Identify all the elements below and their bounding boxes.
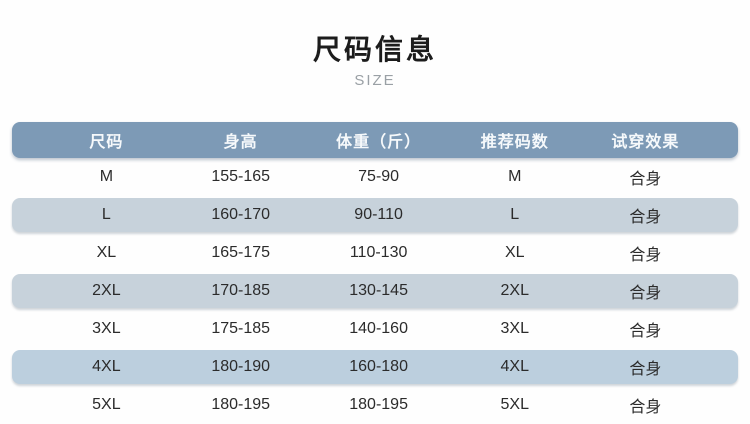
table-row-4xl: 4XL 180-190 160-180 4XL 合身 bbox=[12, 350, 738, 384]
recommended-size-cell: 2XL bbox=[500, 282, 529, 299]
table-row-2xl: 2XL 170-185 130-145 2XL 合身 bbox=[12, 274, 738, 308]
recommended-size-cell: M bbox=[508, 168, 522, 185]
column-header-fit: 试穿效果 bbox=[611, 134, 680, 151]
fit-cell: 合身 bbox=[629, 323, 662, 340]
height-cell: 175-185 bbox=[211, 320, 271, 337]
page-title: 尺码信息 bbox=[312, 34, 437, 65]
weight-cell: 160-180 bbox=[349, 358, 408, 375]
column-header-height: 身高 bbox=[223, 134, 258, 151]
height-cell: 170-185 bbox=[211, 282, 271, 299]
table-row-5xl: 5XL 180-195 180-195 5XL 合身 bbox=[12, 386, 738, 424]
weight-cell: 180-195 bbox=[349, 396, 408, 413]
page-subtitle: SIZE bbox=[354, 71, 396, 89]
height-cell: 160-170 bbox=[211, 206, 271, 223]
column-header-size: 尺码 bbox=[89, 134, 124, 151]
fit-cell: 合身 bbox=[629, 361, 662, 378]
height-cell: 165-175 bbox=[211, 244, 271, 261]
weight-cell: 110-130 bbox=[349, 244, 408, 261]
size-cell: XL bbox=[96, 244, 117, 261]
size-cell: M bbox=[99, 168, 114, 185]
size-cell: L bbox=[101, 206, 111, 223]
table-row-3xl: 3XL 175-185 140-160 3XL 合身 bbox=[12, 310, 738, 348]
size-cell: 4XL bbox=[92, 358, 121, 375]
recommended-size-cell: 5XL bbox=[500, 396, 529, 413]
weight-cell: 130-145 bbox=[349, 282, 408, 299]
title-block: 尺码信息 SIZE bbox=[0, 0, 750, 89]
fit-cell: 合身 bbox=[629, 285, 662, 302]
column-header-recommended-size: 推荐码数 bbox=[480, 134, 549, 151]
height-cell: 180-190 bbox=[211, 358, 271, 375]
table-header-row: 尺码 身高 体重（斤） 推荐码数 试穿效果 bbox=[12, 122, 738, 158]
fit-cell: 合身 bbox=[629, 171, 662, 188]
recommended-size-cell: XL bbox=[504, 244, 525, 261]
fit-cell: 合身 bbox=[629, 209, 662, 226]
height-cell: 180-195 bbox=[211, 396, 271, 413]
recommended-size-cell: 3XL bbox=[500, 320, 529, 337]
table-row-xl: XL 165-175 110-130 XL 合身 bbox=[12, 234, 738, 272]
table-row-m: M 155-165 75-90 M 合身 bbox=[12, 158, 738, 196]
size-cell: 3XL bbox=[92, 320, 121, 337]
weight-cell: 140-160 bbox=[349, 320, 408, 337]
column-header-weight: 体重（斤） bbox=[336, 134, 422, 151]
fit-cell: 合身 bbox=[629, 247, 662, 264]
size-cell: 2XL bbox=[92, 282, 121, 299]
table-row-l: L 160-170 90-110 L 合身 bbox=[12, 198, 738, 232]
height-cell: 155-165 bbox=[211, 168, 271, 185]
recommended-size-cell: 4XL bbox=[500, 358, 529, 375]
recommended-size-cell: L bbox=[510, 206, 520, 223]
size-table: 尺码 身高 体重（斤） 推荐码数 试穿效果 M 155-165 75-90 M … bbox=[12, 122, 738, 424]
size-cell: 5XL bbox=[92, 396, 121, 413]
weight-cell: 75-90 bbox=[358, 168, 400, 185]
weight-cell: 90-110 bbox=[354, 206, 403, 223]
fit-cell: 合身 bbox=[629, 399, 662, 416]
